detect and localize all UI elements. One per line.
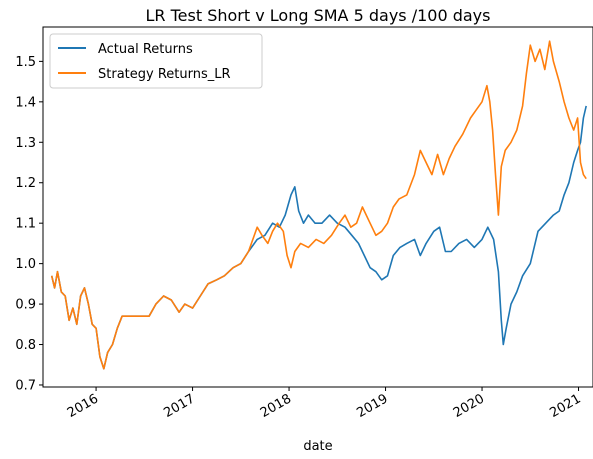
- legend-label-actual-returns: Actual Returns: [98, 42, 193, 57]
- series-layer: [50, 40, 587, 370]
- y-tick-label: 1.4: [15, 95, 36, 110]
- legend-box: [49, 33, 263, 89]
- y-tick-label: 1.3: [15, 136, 36, 151]
- y-tick-label: 1.5: [15, 55, 36, 70]
- x-axis: 2016 2017 2018 2019 2020 2021: [65, 387, 584, 421]
- x-axis-label: date: [303, 439, 332, 454]
- y-tick-label: 1.1: [15, 217, 36, 232]
- x-tick-label: 2021: [547, 391, 583, 421]
- y-tick-label: 0.8: [15, 338, 36, 353]
- y-tick-label: 0.7: [15, 378, 36, 393]
- y-tick-label: 1.2: [15, 176, 36, 191]
- x-tick-label: 2019: [354, 391, 390, 421]
- legend: Actual Returns Strategy Returns_LR: [49, 33, 263, 89]
- y-tick-label: 1.0: [15, 257, 36, 272]
- y-axis: 0.7 0.8 0.9 1.0 1.1 1.2 1.3 1.4 1.5: [15, 55, 43, 393]
- plot-area-frame: [42, 26, 593, 388]
- series-line-strategy-returns-lr: [50, 40, 587, 370]
- x-tick-label: 2017: [161, 391, 197, 421]
- series-line-actual-returns: [50, 105, 587, 370]
- legend-label-strategy-returns: Strategy Returns_LR: [98, 67, 231, 82]
- chart-title: LR Test Short v Long SMA 5 days /100 day…: [146, 6, 491, 25]
- x-tick-label: 2018: [258, 391, 294, 421]
- x-tick-label: 2020: [451, 391, 487, 421]
- x-tick-label: 2016: [65, 391, 101, 421]
- y-tick-label: 0.9: [15, 298, 36, 313]
